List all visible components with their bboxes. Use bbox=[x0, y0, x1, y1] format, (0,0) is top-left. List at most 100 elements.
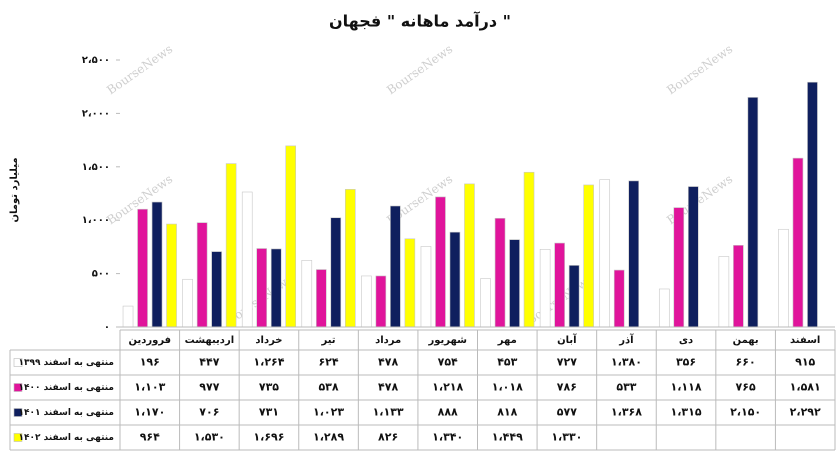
bar bbox=[330, 217, 342, 328]
table-cell: ۱،۳۳۰ bbox=[551, 431, 582, 444]
table-cell: ۱،۲۱۸ bbox=[432, 381, 463, 394]
bar bbox=[807, 81, 818, 328]
table-cell: ۴۷۸ bbox=[378, 356, 398, 369]
table-cell: ۱،۶۹۶ bbox=[253, 431, 284, 444]
table-cell: ۱،۳۸۰ bbox=[611, 356, 642, 369]
chart-title: درآمد ماهانه " فجهان " bbox=[329, 11, 511, 31]
table-cell: ۴۵۳ bbox=[497, 356, 517, 369]
bar bbox=[270, 248, 282, 328]
table-cell: ۱،۵۳۰ bbox=[194, 431, 225, 444]
y-tick-label: ۱،۰۰۰ bbox=[82, 215, 110, 226]
bar bbox=[778, 228, 789, 328]
bar bbox=[315, 269, 327, 328]
bar bbox=[494, 217, 506, 328]
table-column-header: دی bbox=[679, 335, 693, 346]
bar bbox=[733, 244, 744, 328]
y-axis-label: میلیارد تومان bbox=[9, 157, 20, 222]
table-cell: ۷۰۶ bbox=[199, 406, 219, 419]
bar bbox=[256, 248, 268, 328]
legend-swatch bbox=[13, 358, 23, 367]
bar bbox=[225, 163, 237, 328]
bar bbox=[464, 183, 475, 328]
table-cell: ۱۹۶ bbox=[140, 356, 160, 369]
bar bbox=[182, 278, 193, 328]
bar bbox=[137, 208, 148, 328]
table-cell: ۴۴۷ bbox=[199, 356, 219, 369]
bar bbox=[151, 201, 163, 328]
bar bbox=[480, 278, 491, 328]
legend-label: منتهی به اسفند ۱۴۰۱ bbox=[19, 408, 114, 418]
table-column-header: شهریور bbox=[427, 335, 467, 346]
legend-swatch bbox=[13, 408, 23, 417]
table-cell: ۷۸۶ bbox=[557, 381, 577, 394]
bar bbox=[747, 97, 759, 328]
table-column-header: تیر bbox=[321, 335, 336, 346]
bar bbox=[390, 205, 401, 328]
bar bbox=[568, 265, 580, 328]
y-tick-label: ۵۰۰ bbox=[92, 269, 110, 280]
bar bbox=[628, 180, 640, 328]
table-cell: ۱،۱۰۳ bbox=[134, 381, 165, 394]
table-cell: ۸۸۸ bbox=[438, 406, 458, 419]
table-cell: ۹۷۷ bbox=[199, 381, 219, 394]
table-cell: ۱،۳۶۸ bbox=[611, 406, 642, 419]
bar bbox=[687, 186, 699, 328]
table-cell: ۷۵۴ bbox=[438, 356, 458, 369]
table-cell: ۷۳۱ bbox=[259, 406, 279, 419]
legend-swatch bbox=[13, 383, 23, 392]
table-cell: ۱،۲۸۹ bbox=[313, 431, 344, 444]
table-cell: ۱،۴۴۹ bbox=[492, 431, 523, 444]
table-cell: ۵۳۳ bbox=[616, 381, 636, 394]
y-tick-label: ۱،۵۰۰ bbox=[82, 162, 110, 173]
y-tick-label: ۲،۵۰۰ bbox=[82, 55, 110, 66]
bar bbox=[658, 288, 670, 328]
bar bbox=[613, 269, 625, 328]
table-cell: ۱،۱۷۰ bbox=[134, 406, 165, 419]
table-cell: ۳۵۶ bbox=[676, 356, 696, 369]
table-cell: ۱،۳۱۵ bbox=[671, 406, 702, 419]
legend-label: منتهی به اسفند ۱۴۰۲ bbox=[19, 433, 114, 443]
bar bbox=[241, 191, 253, 328]
table-cell: ۷۶۵ bbox=[736, 381, 756, 394]
table-cell: ۲،۲۹۲ bbox=[790, 406, 821, 419]
legend-label: منتهی به اسفند ۱۴۰۰ bbox=[19, 383, 114, 393]
y-tick-label: ۰ bbox=[104, 322, 110, 333]
table-column-header: آذر bbox=[618, 333, 634, 346]
table-cell: ۲،۱۵۰ bbox=[730, 406, 761, 419]
table-cell: ۴۷۸ bbox=[378, 381, 398, 394]
table-cell: ۱،۳۴۰ bbox=[432, 431, 463, 444]
bar bbox=[523, 171, 535, 328]
bar bbox=[792, 157, 804, 328]
bar bbox=[718, 256, 730, 328]
bar bbox=[420, 246, 432, 328]
table-column-header: اردیبهشت bbox=[185, 335, 235, 346]
bar bbox=[449, 231, 461, 328]
bar bbox=[583, 184, 594, 328]
table-cell: ۱،۰۲۳ bbox=[313, 406, 344, 419]
bar bbox=[539, 249, 551, 328]
table-column-header: خرداد bbox=[255, 335, 282, 346]
legend-swatch bbox=[13, 433, 23, 442]
bar bbox=[166, 223, 177, 328]
y-tick-label: ۲،۰۰۰ bbox=[82, 108, 110, 119]
table-cell: ۸۲۶ bbox=[378, 431, 398, 444]
table-cell: ۹۱۵ bbox=[795, 356, 815, 369]
bar bbox=[344, 189, 356, 328]
table-cell: ۶۲۴ bbox=[318, 356, 338, 369]
table-column-header: آبان bbox=[557, 333, 577, 346]
table-cell: ۹۶۴ bbox=[140, 431, 160, 444]
table-cell: ۵۳۸ bbox=[318, 381, 338, 394]
bar bbox=[673, 207, 685, 328]
bar bbox=[211, 251, 222, 328]
table-cell: ۱،۰۱۸ bbox=[492, 381, 523, 394]
table-cell: ۱،۵۸۱ bbox=[790, 381, 821, 394]
legend-label: منتهی به اسفند ۱۳۹۹ bbox=[19, 358, 114, 368]
table-cell: ۷۲۷ bbox=[557, 356, 577, 369]
table-column-header: مرداد bbox=[375, 335, 401, 346]
table-column-header: فروردین bbox=[128, 335, 171, 346]
table-column-header: مهر bbox=[497, 335, 517, 346]
table-cell: ۸۱۸ bbox=[497, 406, 517, 419]
bar bbox=[285, 145, 297, 328]
bar bbox=[599, 179, 611, 328]
